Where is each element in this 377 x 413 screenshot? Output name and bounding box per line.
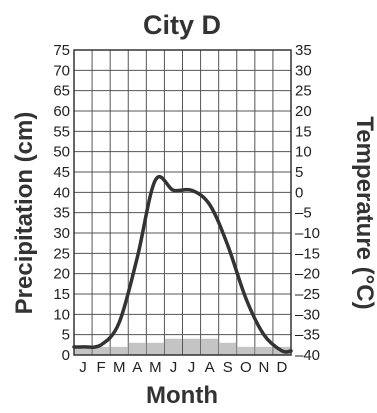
right-tick-label: 25	[295, 83, 312, 100]
precip-bar	[237, 346, 255, 355]
left-tick-label: 50	[53, 144, 70, 161]
right-tick-label: 30	[295, 62, 312, 79]
right-tick-label: –30	[295, 306, 320, 323]
left-tick-label: 55	[53, 123, 70, 140]
precip-bar	[219, 342, 237, 355]
month-label: D	[277, 359, 288, 376]
right-axis-ticks: 35 30 25 20 15 10 5 0 –5 –10 –15 –20 –25 –30 –35 –40	[295, 42, 320, 364]
precip-bar	[128, 342, 146, 355]
right-tick-label: 5	[295, 164, 303, 181]
x-axis-title: Month	[146, 382, 218, 409]
month-label: A	[132, 359, 142, 376]
precip-bar	[201, 338, 219, 355]
right-tick-label: 15	[295, 123, 312, 140]
chart-title: City D	[143, 10, 221, 40]
left-tick-label: 30	[53, 225, 70, 242]
right-axis-title: Temperature (°C)	[351, 116, 377, 309]
left-tick-label: 75	[53, 42, 70, 59]
month-label: A	[205, 359, 215, 376]
plot-border	[73, 49, 292, 356]
right-tick-label: –25	[295, 286, 320, 303]
right-tick-label: –35	[295, 327, 320, 344]
month-label: J	[188, 359, 196, 376]
right-tick-label: –20	[295, 266, 320, 283]
month-label: S	[223, 359, 233, 376]
month-label: M	[149, 359, 162, 376]
left-axis-title: Precipitation (cm)	[11, 112, 38, 315]
left-tick-label: 70	[53, 62, 70, 79]
right-tick-label: –10	[295, 225, 320, 242]
left-tick-label: 5	[62, 327, 70, 344]
right-tick-label: 20	[295, 103, 312, 120]
precip-bar	[110, 346, 128, 355]
left-tick-label: 35	[53, 205, 70, 222]
left-tick-label: 65	[53, 83, 70, 100]
month-label: J	[170, 359, 178, 376]
left-tick-label: 25	[53, 245, 70, 262]
temperature-line	[72, 174, 293, 354]
precip-bar	[92, 346, 110, 355]
month-label: O	[240, 359, 252, 376]
left-tick-label: 20	[53, 266, 70, 283]
left-tick-label: 10	[53, 306, 70, 323]
month-label: N	[258, 359, 269, 376]
precip-bar	[146, 342, 164, 355]
precip-bar	[74, 346, 92, 355]
left-tick-label: 45	[53, 164, 70, 181]
precip-bar	[255, 346, 273, 355]
right-tick-label: –15	[295, 245, 320, 262]
precip-bar	[164, 338, 182, 355]
grid	[74, 50, 291, 355]
left-tick-label: 40	[53, 184, 70, 201]
month-label: F	[97, 359, 106, 376]
month-label: J	[79, 359, 87, 376]
left-tick-label: 60	[53, 103, 70, 120]
right-tick-label: –40	[295, 347, 320, 364]
right-tick-label: 35	[295, 42, 312, 59]
right-tick-label: 10	[295, 144, 312, 161]
right-tick-label: –5	[295, 205, 312, 222]
left-tick-label: 15	[53, 286, 70, 303]
month-label: M	[113, 359, 126, 376]
left-tick-label: 0	[62, 347, 70, 364]
temperature-curve	[72, 174, 293, 354]
precip-bar	[183, 338, 201, 355]
plot-frame	[73, 49, 292, 356]
right-tick-label: 0	[295, 184, 303, 201]
